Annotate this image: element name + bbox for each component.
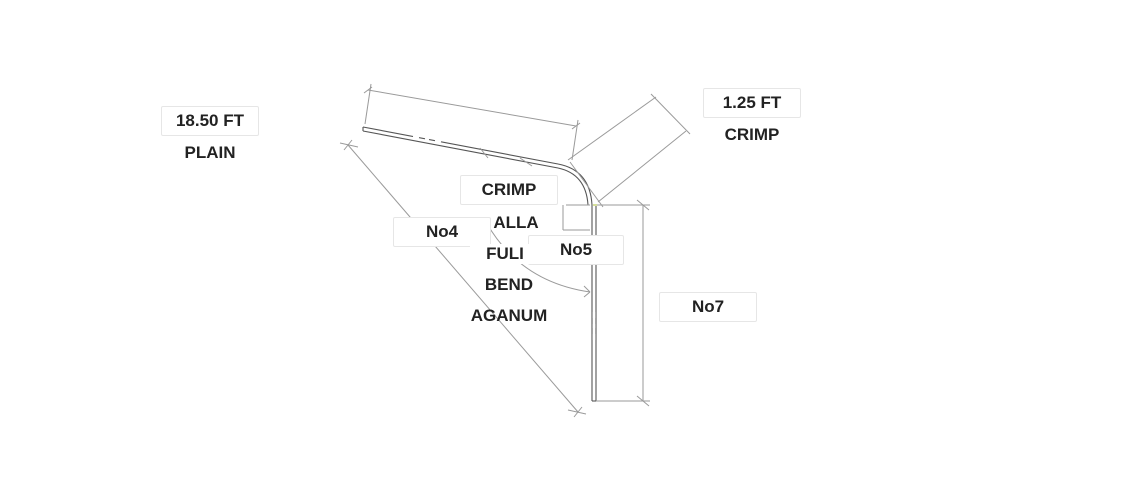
marker-no4: No4 xyxy=(393,217,491,247)
dimension-vertical xyxy=(596,199,650,407)
right-end-finish-label: CRIMP xyxy=(724,125,780,144)
left-end-length-label: 18.50 FT xyxy=(161,106,259,136)
marker-no5: No5 xyxy=(528,235,624,265)
pipe-bend-arc xyxy=(557,163,593,206)
pipe-break-marks-sloped xyxy=(412,135,442,144)
bend-detail-lines xyxy=(479,147,590,231)
bend-note-line-2: FULI xyxy=(470,244,540,264)
bend-note-line-1: ALLA xyxy=(493,213,539,232)
marker-no7: No7 xyxy=(659,292,757,322)
left-end-finish-label: PLAIN xyxy=(184,143,236,162)
pipe-sloped-segment xyxy=(362,126,559,169)
right-end-length-label: 1.25 FT xyxy=(703,88,801,118)
bend-note-line-3: BEND xyxy=(484,275,534,294)
bend-angle-arc xyxy=(485,221,591,298)
dimension-crimp-end xyxy=(567,93,691,208)
bend-crimp-label: CRIMP xyxy=(460,175,558,205)
dimension-top-length xyxy=(363,83,581,161)
bend-note-line-4: AGANUM xyxy=(470,306,548,325)
dimension-diagonal xyxy=(339,139,587,418)
